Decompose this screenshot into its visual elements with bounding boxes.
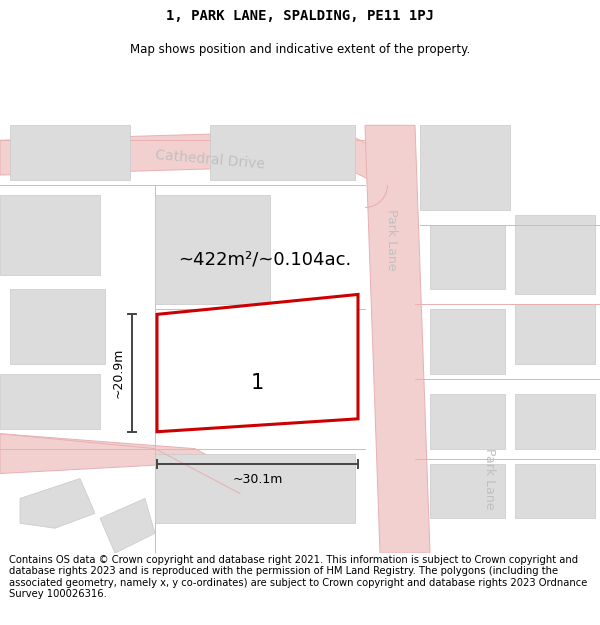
Text: Map shows position and indicative extent of the property.: Map shows position and indicative extent…	[130, 42, 470, 56]
Text: ~30.1m: ~30.1m	[232, 473, 283, 486]
Bar	[0, 195, 100, 274]
Bar	[515, 304, 595, 364]
Polygon shape	[20, 479, 95, 528]
Text: 1: 1	[251, 373, 264, 393]
Bar	[430, 225, 505, 289]
Bar	[430, 394, 505, 449]
Bar	[515, 464, 595, 518]
Text: Park Lane: Park Lane	[484, 448, 497, 509]
Bar	[515, 215, 595, 294]
Text: Cathedral Drive: Cathedral Drive	[155, 148, 266, 172]
Bar	[420, 126, 510, 210]
Text: 1, PARK LANE, SPALDING, PE11 1PJ: 1, PARK LANE, SPALDING, PE11 1PJ	[166, 9, 434, 23]
Polygon shape	[0, 434, 250, 493]
Bar	[0, 374, 100, 429]
Bar	[155, 195, 270, 304]
Polygon shape	[365, 126, 430, 553]
Bar	[155, 454, 355, 523]
Text: ~422m²/~0.104ac.: ~422m²/~0.104ac.	[178, 251, 352, 269]
Text: Contains OS data © Crown copyright and database right 2021. This information is : Contains OS data © Crown copyright and d…	[9, 554, 587, 599]
Bar	[10, 289, 105, 364]
Polygon shape	[157, 294, 358, 432]
Text: Park Lane: Park Lane	[386, 209, 398, 271]
Polygon shape	[0, 130, 380, 185]
Bar	[430, 464, 505, 518]
Text: ~20.9m: ~20.9m	[112, 348, 125, 398]
Bar	[515, 394, 595, 449]
Bar	[10, 126, 130, 180]
Polygon shape	[100, 498, 155, 553]
Bar	[430, 309, 505, 374]
Bar	[210, 126, 355, 180]
